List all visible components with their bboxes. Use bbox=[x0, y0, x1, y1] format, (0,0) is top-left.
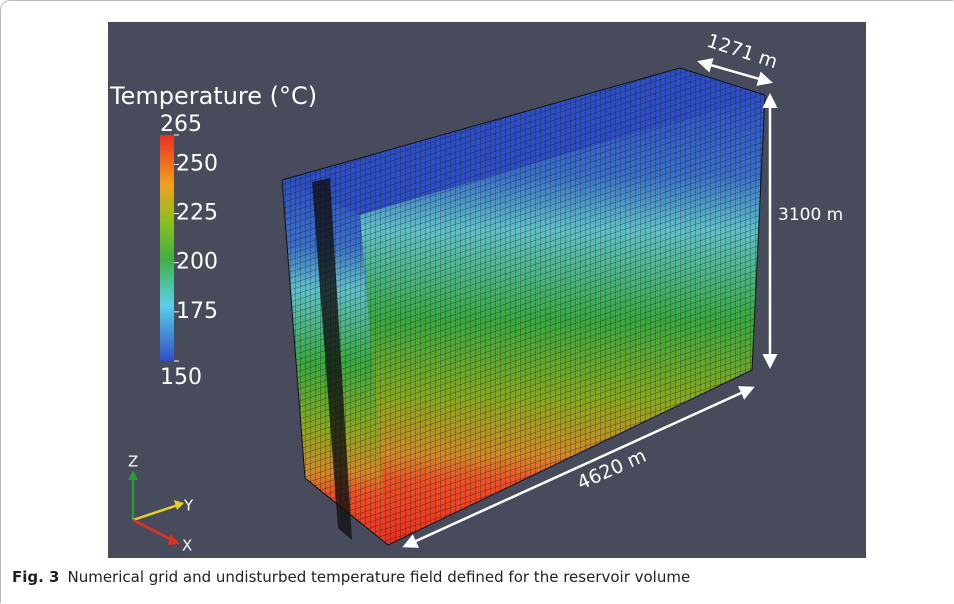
height-label: 3100 m bbox=[778, 205, 843, 225]
colorbar-tick-label: 175 bbox=[176, 299, 218, 324]
axis-x-label: X bbox=[182, 537, 192, 555]
caption-text: Numerical grid and undisturbed temperatu… bbox=[67, 568, 690, 586]
colorbar-tick-label: 250 bbox=[176, 151, 218, 176]
axis-y-label: Y bbox=[183, 497, 194, 515]
caption-label: Fig. 3 bbox=[12, 568, 59, 586]
caption: Fig. 3 Numerical grid and undisturbed tem… bbox=[12, 568, 690, 586]
page: {"figure": { "colorbar": {"title": "Temp… bbox=[0, 0, 954, 604]
colorbar bbox=[160, 135, 174, 361]
colorbar-tick-label: 150 bbox=[160, 365, 202, 390]
colorbar-tick-label: 225 bbox=[176, 201, 218, 226]
colorbar-tick-label: 200 bbox=[176, 250, 218, 275]
colorbar-tick-label: 265 bbox=[160, 112, 202, 137]
axis-z-label: Z bbox=[128, 453, 138, 471]
colorbar-title: Temperature (°C) bbox=[109, 82, 317, 110]
